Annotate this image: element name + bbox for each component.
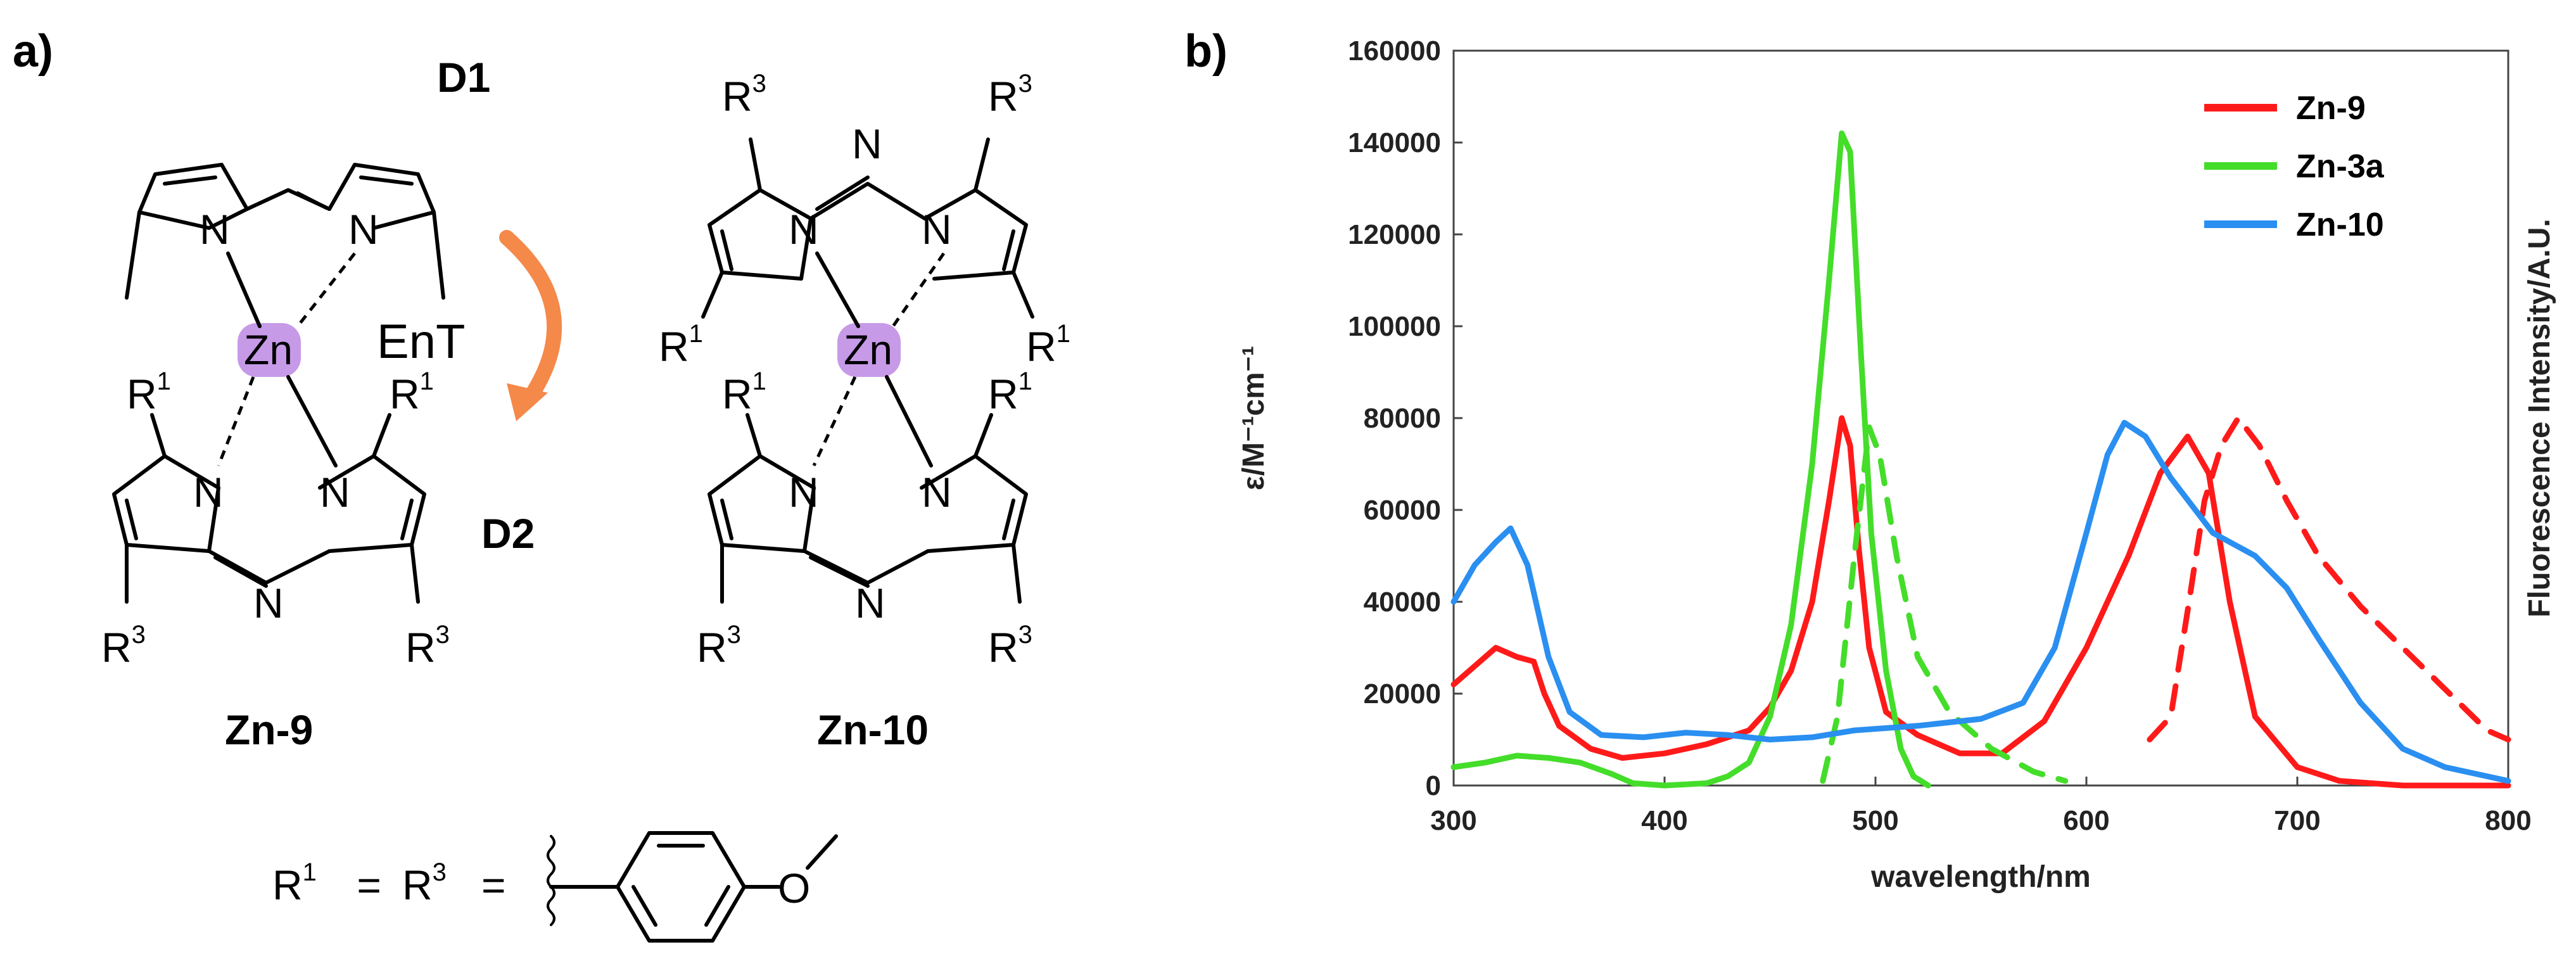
zn9-n2: N: [348, 206, 379, 253]
spectra-chart: 0 20000 40000 60000 80000 100000 120000 140000 1…: [1237, 35, 2556, 894]
zn10-upper-ligand: N N N: [701, 120, 1034, 319]
zn10-lower-ligand: N N N: [707, 413, 1028, 626]
zn10-r3-lower-left: R3: [697, 621, 741, 671]
methoxy-o: O: [778, 865, 810, 912]
zn9-n3: N: [193, 469, 224, 516]
zn10-compound-label-text: Zn-10: [817, 706, 929, 753]
zn9-n4: N: [320, 469, 350, 516]
series-zn-3a-fluorescence: [1820, 424, 2069, 784]
legend-label-zn-9: Zn-9: [2296, 90, 2366, 127]
ent-arrowhead: [507, 383, 548, 421]
x-tick-label: 600: [2063, 805, 2109, 836]
zn10-r1-upper-right: R1: [1026, 320, 1070, 370]
series-zn-9-absorption: [1450, 415, 2511, 789]
substituent-definition: R1 = R3 = O: [272, 831, 838, 943]
zn10-n3: N: [789, 469, 819, 516]
zn10-n-bridge-top: N: [852, 120, 882, 167]
zn9-r3-left: R3: [101, 621, 146, 671]
zn9-upper-ligand: N N: [125, 163, 445, 300]
zn9-r3-right: R3: [405, 621, 450, 671]
zn9-r1-right: R1: [390, 367, 434, 417]
y-tick-label: 60000: [1364, 495, 1441, 526]
zn9-r1-left: R1: [127, 367, 171, 417]
donor2-label: D2: [481, 510, 535, 557]
zn9-metal: Zn: [244, 326, 293, 373]
legend-label-zn-10: Zn-10: [2296, 207, 2384, 243]
zn10-r3-top-right: R3: [988, 70, 1032, 120]
ent-label: EnT: [377, 315, 465, 369]
x-tick-label: 300: [1430, 805, 1476, 836]
x-tick-label: 400: [1641, 805, 1687, 836]
y-tick-label: 0: [1426, 770, 1441, 801]
panel-a: a) N N D1 Zn EnT: [13, 26, 1070, 943]
y-tick-label: 120000: [1348, 219, 1441, 250]
zn9-lower-ligand: N N N: [112, 413, 426, 626]
y-axis-right-title: Fluorescence Intensity/A.U.: [2523, 219, 2556, 618]
panel-b: b) 0 20000 40000 60000 80000 100000 120000 1400…: [1184, 26, 2556, 894]
zn10-r3-lower-right: R3: [988, 621, 1032, 671]
y-axis-title: ε/M⁻¹cm⁻¹: [1237, 346, 1271, 490]
wavy-bond: [547, 835, 555, 926]
zn10-n2: N: [922, 206, 952, 253]
legend-label-zn-3a: Zn-3a: [2296, 148, 2385, 185]
zn10-r1-upper-left: R1: [659, 320, 703, 370]
zn9-compound-label: Zn-9: [225, 706, 313, 753]
zn10-r1-lower-right: R1: [988, 367, 1032, 417]
panel-b-label: b): [1184, 26, 1228, 77]
y-tick-label: 160000: [1348, 35, 1441, 67]
zn10-n1: N: [789, 206, 819, 253]
zn9-metal-highlight: [238, 323, 301, 377]
substituent-r3: R3: [402, 858, 447, 908]
x-tick-label: 500: [1852, 805, 1898, 836]
zn9-n1: N: [200, 206, 230, 253]
y-tick-label: 80000: [1364, 403, 1441, 434]
substituent-eq1: =: [345, 862, 393, 908]
y-tick-label: 20000: [1364, 678, 1441, 709]
zn10-r3-top-left: R3: [722, 70, 766, 120]
benzene-ring: [616, 831, 746, 943]
zn10-metal-highlight: [837, 323, 901, 377]
x-axis-title: wavelength/nm: [1870, 860, 2091, 894]
zn10-r1-lower-left: R1: [722, 367, 766, 417]
series-zn-3a-absorption: [1450, 130, 1931, 789]
x-tick-label: 800: [2485, 805, 2531, 836]
y-tick-label: 100000: [1348, 311, 1441, 342]
zn9-n5: N: [253, 580, 284, 626]
panel-a-label: a): [13, 26, 53, 77]
y-tick-label: 40000: [1364, 587, 1441, 618]
zn10-metal: Zn: [844, 326, 892, 373]
y-tick-label: 140000: [1348, 127, 1441, 158]
ent-arrow: [499, 230, 562, 407]
substituent-r1: R1: [272, 858, 317, 908]
x-tick-label: 700: [2274, 805, 2320, 836]
series-zn-10-absorption: [1450, 419, 2511, 784]
substituent-eq2: =: [481, 862, 517, 908]
zn10-n5: N: [855, 580, 885, 626]
zn10-n4: N: [922, 469, 952, 516]
donor1-label: D1: [437, 54, 490, 101]
series-zn-9-fluorescence: [2147, 415, 2511, 742]
